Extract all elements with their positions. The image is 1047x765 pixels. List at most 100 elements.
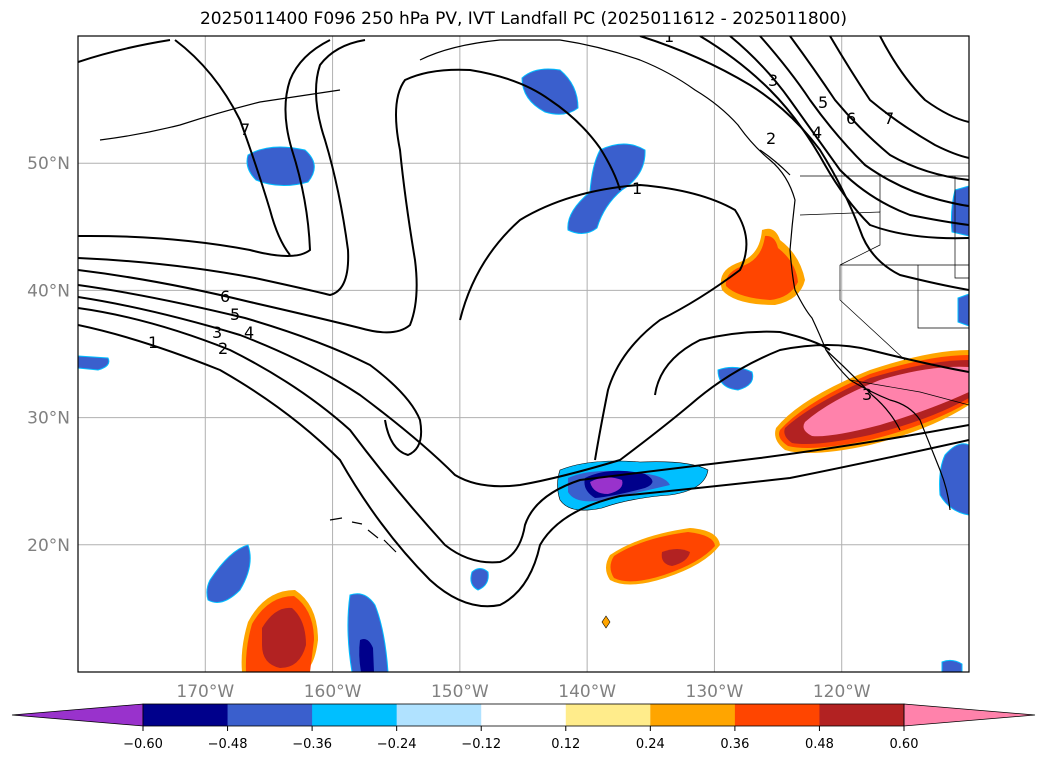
colorbar-tick-label: −0.24 [377, 737, 417, 752]
contour-label: 4 [244, 323, 254, 342]
pos-blob-baja-max [803, 366, 969, 437]
coastlines [99, 39, 951, 553]
neg-blob-mexico [939, 443, 969, 516]
pos-blob-west-max [262, 607, 306, 668]
colorbar-segment [227, 704, 313, 726]
colorbar-tick-label: 0.60 [890, 737, 919, 752]
contour-pacific-nw-2 [699, 36, 969, 240]
longitude-label: 150°W [431, 682, 489, 702]
contour-labels: 1 2 3 4 5 6 7 1 2 3 4 5 6 7 1 3 [148, 27, 894, 404]
latitude-label: 30°N [27, 409, 70, 429]
contour-label: 1 [664, 27, 674, 46]
colorbar-tick-label: 0.48 [805, 737, 834, 752]
longitude-labels: 170°W 160°W 150°W 140°W 130°W 120°W [176, 682, 870, 702]
contour-jet-1 [78, 324, 969, 608]
pv-contours [78, 36, 969, 608]
contour-label: 3 [212, 323, 222, 342]
contour-label: 7 [884, 109, 894, 128]
baja-peninsula [825, 349, 901, 431]
longitude-label: 160°W [304, 682, 362, 702]
neg-blob-subtropical-min [590, 477, 623, 494]
pos-blob-subtropical-east-max [661, 549, 690, 566]
colorbar-segment [396, 704, 482, 726]
colorbar-segment [819, 704, 905, 726]
contour-closed-1 [459, 183, 748, 461]
longitude-label: 140°W [558, 682, 616, 702]
colorbar-extend-max [903, 703, 1036, 727]
contour-pacific-nw-4 [759, 36, 969, 207]
neg-blob-gulf-alaska [521, 68, 579, 115]
state-borders [799, 176, 969, 361]
neg-blob-aleutian [246, 146, 315, 186]
latitude-label: 20°N [27, 536, 70, 556]
neg-blob-tiny-1 [470, 568, 489, 591]
contour-jet-7 [78, 39, 331, 257]
contour-jet-6 [78, 39, 366, 297]
contour-label: 1 [148, 333, 158, 352]
neg-blob-tiny-2 [717, 366, 754, 391]
colorbar-segment [565, 704, 651, 726]
contour-pacific-nw-6 [829, 36, 969, 159]
colorbar-segment [312, 704, 398, 726]
contour-label: 4 [812, 123, 822, 142]
contour-label: 3 [862, 385, 872, 404]
contour-pacific-nw-3 [729, 36, 969, 226]
contour-closed-2 [654, 330, 831, 396]
gridlines [78, 36, 969, 672]
contour-label: 3 [768, 71, 778, 90]
alaska-islands [99, 89, 341, 141]
colorbar-segment [143, 704, 229, 726]
neg-blob-hawaii-south-core [359, 639, 374, 672]
latitude-label: 40°N [27, 281, 70, 301]
longitude-label: 170°W [176, 682, 234, 702]
map-title: 2025011400 F096 250 hPa PV, IVT Landfall… [199, 9, 847, 29]
neg-blob-rockies-2 [957, 293, 969, 327]
contour-jet-2 [78, 307, 969, 564]
colorbar-frame [142, 703, 905, 727]
contour-label: 2 [218, 339, 228, 358]
pos-blob-california-core [725, 235, 798, 300]
hawaii-islands [329, 517, 397, 553]
latitude-labels: 20°N 30°N 40°N 50°N [27, 154, 70, 556]
pos-blob-tiny-diamond [601, 615, 611, 629]
plot-frame [77, 35, 970, 673]
contour-label: 5 [230, 305, 240, 324]
colorbar-tick-label: −0.60 [123, 737, 163, 752]
neg-blob-rockies [950, 185, 969, 237]
colorbar-segment [734, 704, 820, 726]
colorbar-tick-label: −0.12 [461, 737, 501, 752]
contour-label: 2 [766, 129, 776, 148]
neg-blob-hawaii-south [347, 593, 389, 672]
latitude-label: 50°N [27, 154, 70, 174]
contour-label: 5 [818, 93, 828, 112]
north-america-coast [419, 39, 951, 511]
neg-blob-sw-corner [941, 659, 963, 672]
colorbar-segment [481, 704, 567, 726]
contour-label: 6 [846, 109, 856, 128]
colorbar-tick-label: −0.36 [292, 737, 332, 752]
colorbar-tick-label: 0.12 [551, 737, 580, 752]
neg-blob-far-west [78, 355, 110, 371]
colorbar: −0.60 −0.48 −0.36 −0.24 −0.12 0.12 0.24 0.36 0.4… [11, 703, 1036, 752]
colorbar-extend-min [11, 703, 144, 727]
contour-pacific-nw-1 [639, 36, 969, 291]
us-mexico-border [849, 379, 969, 406]
contour-jet-5 [78, 68, 621, 334]
positive-anomaly-shading [241, 228, 969, 672]
colorbar-tick-label: 0.36 [720, 737, 749, 752]
contour-label: 1 [632, 179, 642, 198]
colorbar-tick-label: −0.48 [208, 737, 248, 752]
colorbar-segment [650, 704, 736, 726]
neg-blob-west-small [206, 544, 251, 603]
contour-label: 6 [220, 287, 230, 306]
colorbar-tick-label: 0.24 [636, 737, 665, 752]
contour-north-arc [78, 39, 291, 256]
contour-pacific-nw-5 [789, 36, 969, 181]
longitude-label: 120°W [813, 682, 871, 702]
contour-pacific-nw-7 [879, 36, 969, 123]
contour-jet-4 [78, 284, 423, 457]
longitude-label: 130°W [686, 682, 744, 702]
vancouver-island [759, 149, 791, 176]
contour-label: 7 [240, 120, 250, 139]
